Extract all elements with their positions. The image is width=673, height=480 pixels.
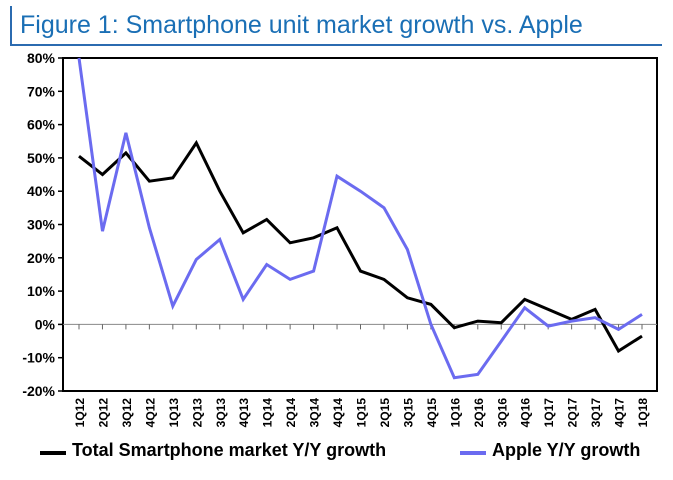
x-tick-label: 4Q13: [237, 398, 251, 428]
x-tick-label: 3Q16: [495, 398, 509, 428]
y-tick-label: 40%: [27, 183, 56, 199]
y-tick-label: 60%: [27, 117, 56, 133]
title-rule: Figure 1: Smartphone unit market growth …: [10, 6, 662, 46]
x-tick-label: 4Q12: [143, 398, 157, 428]
series-line-total: [78, 139, 643, 354]
y-tick-label: 10%: [27, 283, 56, 299]
y-tick-label: 50%: [27, 150, 56, 166]
x-tick-label: 1Q18: [636, 398, 650, 428]
x-tick-label: 1Q16: [448, 398, 462, 428]
x-tick-label: 2Q12: [96, 398, 110, 428]
legend-label-total: Total Smartphone market Y/Y growth: [72, 440, 387, 460]
y-tick-label: -10%: [22, 350, 55, 366]
x-tick-label: 4Q14: [331, 398, 345, 428]
y-tick-label: 20%: [27, 250, 56, 266]
x-tick-label: 2Q15: [378, 398, 392, 428]
x-tick-label: 3Q17: [589, 398, 603, 428]
x-tick-label: 1Q12: [73, 398, 87, 428]
legend-swatch-apple: [460, 451, 486, 455]
x-tick-label: 3Q13: [214, 398, 228, 428]
x-tick-label: 1Q15: [355, 398, 369, 428]
y-tick-label: 70%: [27, 83, 56, 99]
chart-title: Figure 1: Smartphone unit market growth …: [20, 11, 583, 39]
x-tick-label: 2Q16: [472, 398, 486, 428]
legend-swatch-total: [40, 451, 66, 455]
x-tick-label: 1Q17: [542, 398, 556, 428]
x-tick-label: 1Q13: [167, 398, 181, 428]
x-tick-label: 2Q13: [190, 398, 204, 428]
y-tick-label: 30%: [27, 217, 56, 233]
x-tick-label: 4Q15: [425, 398, 439, 428]
y-tick-label: -20%: [22, 383, 55, 399]
series-line-apple: [77, 57, 643, 380]
y-tick-label: 80%: [27, 50, 56, 66]
x-tick-label: 2Q14: [284, 398, 298, 428]
x-tick-label: 3Q12: [120, 398, 134, 428]
x-tick-label: 2Q17: [566, 398, 580, 428]
x-tick-label: 4Q17: [613, 398, 627, 428]
x-tick-label: 3Q15: [401, 398, 415, 428]
y-tick-label: 0%: [35, 316, 56, 332]
legend-label-apple: Apple Y/Y growth: [492, 440, 641, 460]
x-tick-label: 4Q16: [519, 398, 533, 428]
x-tick-label: 1Q14: [261, 398, 275, 428]
x-tick-label: 3Q14: [308, 398, 322, 428]
